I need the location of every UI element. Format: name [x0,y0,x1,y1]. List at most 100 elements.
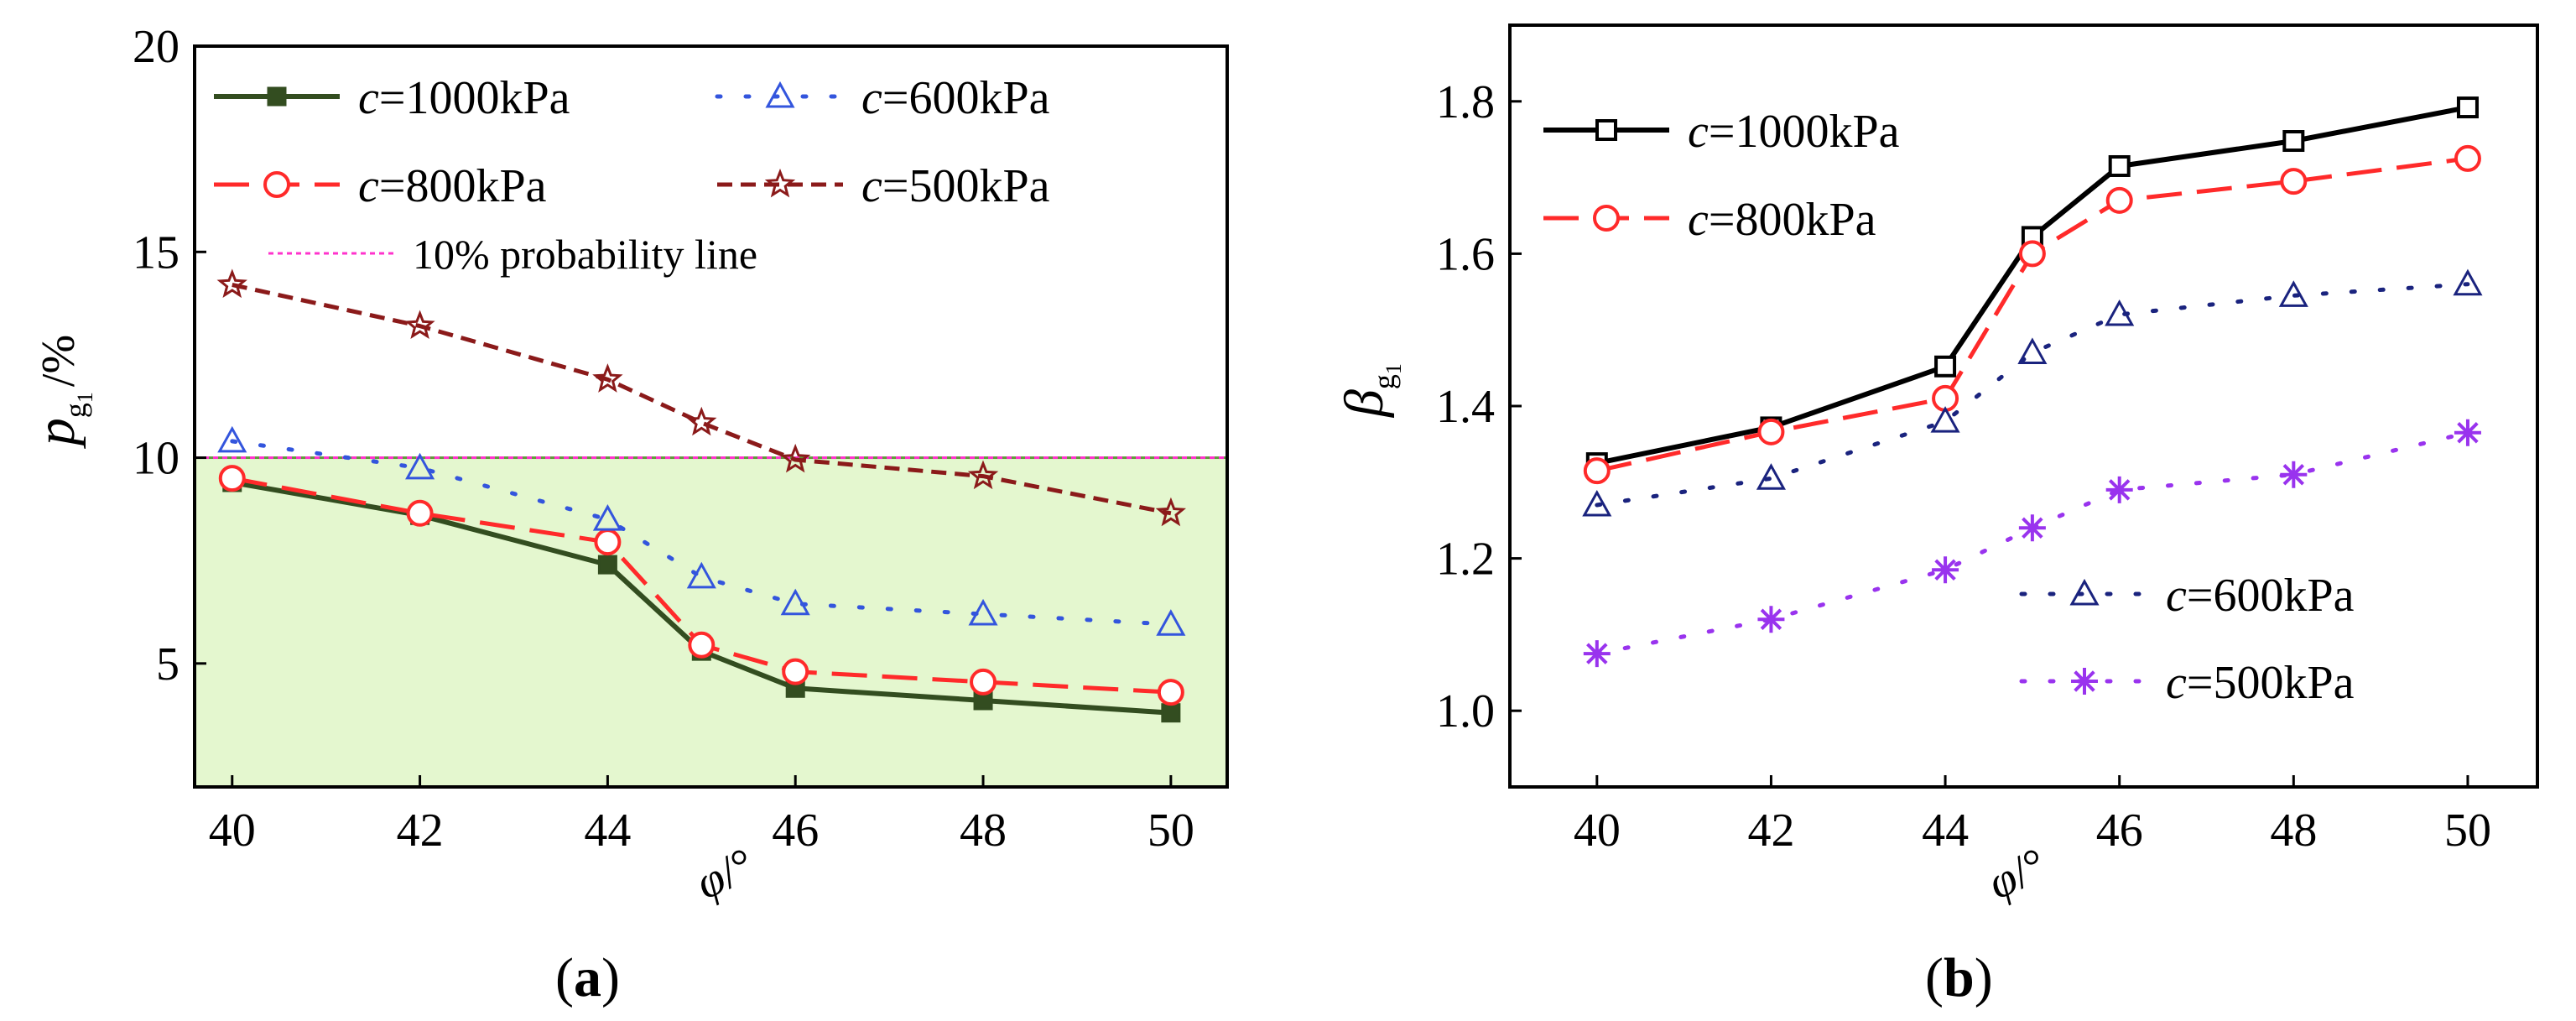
plot-frame [1508,23,2539,789]
legend-label: c=600kPa [2166,570,2355,622]
data-point [216,268,247,299]
data-point [2456,96,2479,119]
data-point [405,452,435,480]
data-point [2018,514,2046,542]
y-axis-label: pg1/% [25,335,97,449]
x-tick-label: 42 [1747,805,1794,857]
data-point [968,598,998,626]
data-point [970,668,997,695]
data-point [2282,130,2305,153]
legend-label: c=800kPa [358,160,547,212]
y-tick-label: 5 [156,638,180,690]
data-point [1583,457,1611,485]
legend-label: c=600kPa [861,72,1050,124]
data-point [1155,497,1186,527]
legend-marker [764,168,796,198]
legend-label: c=1000kPa [1688,106,1900,158]
series-line [232,283,1172,516]
y-tick-label: 10 [133,433,180,485]
legend-marker [1593,205,1620,232]
legend-marker [267,86,287,107]
legend-marker [2069,578,2100,606]
y-tick-label: 1.8 [1436,76,1495,128]
series-line [1596,105,2469,466]
y-tick-label: 1.0 [1436,685,1495,737]
data-point [688,631,716,659]
data-point [2278,280,2308,307]
data-point [592,504,622,531]
data-point [2105,186,2133,214]
data-point [597,555,617,575]
data-point [217,425,247,453]
data-point [1157,679,1184,706]
data-point [2017,337,2048,364]
data-point [218,465,246,492]
data-point [2454,419,2481,446]
legend-item: c=600kPa [2019,570,2355,622]
data-point [2018,240,2046,268]
legend-label: c=800kPa [1688,194,1876,246]
legend-item: c=500kPa [717,160,1050,212]
legend-item: c=500kPa [2019,657,2355,709]
data-point [1930,406,1960,433]
legend-marker [1595,119,1617,141]
data-point [2453,268,2483,296]
legend-marker [2071,668,2098,695]
data-point [686,406,717,436]
legend-label: c=1000kPa [358,72,570,124]
x-tick-label: 46 [2096,805,2143,857]
x-tick-label: 48 [960,805,1007,857]
data-point [1161,703,1181,723]
x-tick-label: 42 [397,805,444,857]
panel-label-a: (a) [555,947,620,1008]
series-600kpa [1582,268,2483,517]
panel-label-b: (b) [1925,947,1993,1008]
data-point [782,658,809,685]
legend-item: c=1000kPa [214,72,570,124]
legend-item: c=600kPa [715,72,1050,124]
data-point [686,561,716,589]
x-tick-label: 46 [772,805,819,857]
data-point [592,363,623,393]
data-point [1932,556,1959,584]
legend-item: c=800kPa [214,160,547,212]
x-tick-label: 40 [1574,805,1621,857]
x-tick-label: 40 [209,805,256,857]
data-point [967,460,999,490]
y-tick-label: 1.6 [1436,228,1495,280]
series-800kpa [1583,144,2481,485]
legend-marker [765,81,795,108]
series-line [1595,282,2470,508]
data-point [1582,489,1612,517]
x-axis-label: φ/° [688,838,762,909]
legend-marker [263,171,290,198]
shaded-region [193,456,1229,789]
data-point [594,529,622,556]
data-point [1757,418,1785,445]
data-point [780,588,810,616]
data-point [2454,144,2481,172]
chart-a: 40 42 44 46 48 50 5 10 15 20 φ/° pg1/% c=1000kPa c=60… [25,21,1229,909]
data-point [1756,463,1786,490]
data-point [2280,168,2308,195]
x-tick-label: 50 [1147,805,1194,857]
y-tick-label: 1.2 [1436,534,1495,586]
data-point [2105,299,2135,326]
data-point [2108,154,2131,177]
data-point [2105,476,2133,503]
legend-item: c=1000kPa [1543,106,1900,158]
legend-label: c=500kPa [2166,657,2355,709]
series-500kpa [1583,419,2481,668]
y-axis-label: βg1 [1334,363,1406,419]
y-tick-label: 20 [133,21,180,73]
data-point [406,499,434,527]
data-point [2280,461,2308,488]
series-800kpa [218,465,1184,706]
x-axis-label: φ/° [1980,838,2055,909]
data-point [1934,355,1957,378]
y-tick-label: 15 [133,227,180,279]
x-tick-label: 44 [584,805,631,857]
data-point [1583,640,1611,668]
data-point [780,443,811,473]
